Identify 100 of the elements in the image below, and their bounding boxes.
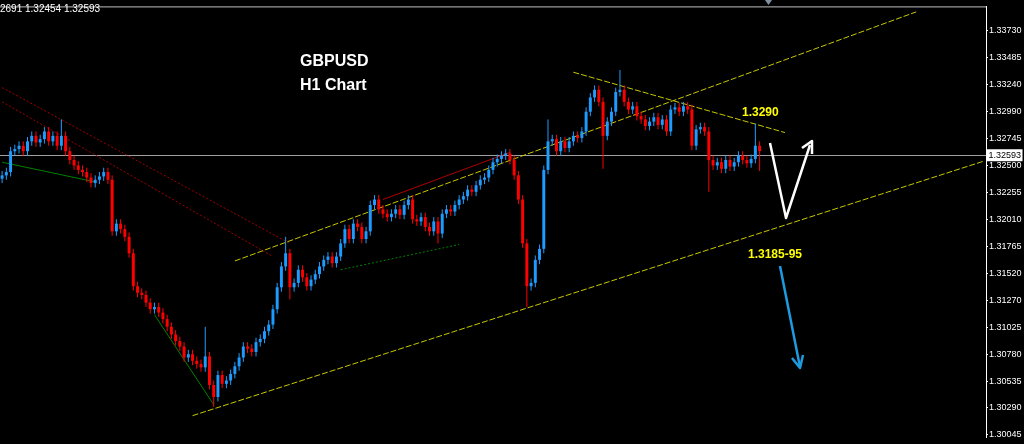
candlestick <box>254 337 258 357</box>
candlestick <box>622 84 626 107</box>
candlestick <box>292 278 296 293</box>
candlestick <box>758 140 762 172</box>
candlestick <box>694 124 698 151</box>
candlestick <box>241 341 245 363</box>
candlestick <box>749 154 753 169</box>
candlestick <box>538 243 542 265</box>
y-tick-label: 1.32990 <box>989 106 1022 117</box>
candlestick <box>411 194 415 225</box>
y-tick-label: 1.33730 <box>989 25 1022 36</box>
y-tick-label: 1.30045 <box>989 429 1022 440</box>
candlestick <box>580 126 584 143</box>
candlestick <box>216 370 220 402</box>
annotation: 1.3290 <box>742 104 780 119</box>
candlestick <box>584 106 588 137</box>
candlestick <box>728 155 732 172</box>
candlestick <box>182 341 186 363</box>
candlestick <box>563 136 567 153</box>
y-tick-label: 1.30290 <box>989 402 1022 413</box>
candlestick <box>402 200 406 220</box>
candlestick <box>326 251 330 265</box>
candlestick <box>512 155 516 181</box>
candlestick <box>753 123 757 164</box>
text: H1 Chart <box>300 76 368 93</box>
candlestick <box>106 167 110 185</box>
candlestick <box>127 231 131 259</box>
candlestick <box>309 274 313 292</box>
candlestick <box>17 140 21 154</box>
candlestick <box>639 111 643 125</box>
candlestick <box>453 200 457 217</box>
candlestick <box>237 352 241 372</box>
candlestick <box>529 278 533 292</box>
candlestick <box>26 136 29 157</box>
candlestick <box>47 126 51 147</box>
candlestick <box>457 194 461 210</box>
candlestick <box>656 112 660 130</box>
candlestick <box>0 170 4 184</box>
candlestick <box>279 261 283 293</box>
candlestick <box>64 130 68 157</box>
candlestick <box>203 326 207 373</box>
candlestick <box>360 222 364 244</box>
candlestick <box>398 204 402 220</box>
candlestick <box>440 208 444 239</box>
y-tick-label: 1.31270 <box>989 294 1022 305</box>
candlestick <box>508 148 512 165</box>
y-tick-label: 1.32745 <box>989 133 1022 144</box>
candlestick <box>9 146 13 177</box>
y-tick-label: 1.30780 <box>989 348 1022 359</box>
candlestick <box>605 116 609 141</box>
candlestick <box>296 264 300 288</box>
text: GBPUSD <box>300 52 369 69</box>
candlestick <box>178 336 182 352</box>
candlestick <box>588 92 592 117</box>
y-tick-label: 1.32255 <box>989 186 1022 197</box>
candlestick <box>212 380 216 408</box>
candlestick <box>745 155 749 169</box>
y-tick-label: 1.33485 <box>989 51 1022 62</box>
candlestick <box>673 102 677 115</box>
y-tick-label: 1.31520 <box>989 267 1022 278</box>
candlestick <box>284 236 288 272</box>
y-tick-label: 1.31025 <box>989 321 1022 332</box>
candlestick <box>423 212 427 232</box>
candlestick <box>364 226 368 244</box>
candlestick <box>34 130 38 148</box>
candlestick <box>339 238 343 262</box>
candlestick <box>72 155 76 171</box>
candlestick <box>419 212 423 227</box>
candlestick <box>347 224 351 244</box>
annotation: 2691 1.32454 1.32593 <box>0 3 101 14</box>
candlestick <box>275 282 279 315</box>
candlestick <box>351 218 355 244</box>
candlestick <box>614 87 618 117</box>
ref-line-label: 1.32593 <box>988 149 1022 160</box>
candlestick <box>271 304 275 330</box>
candlestick <box>559 136 563 157</box>
candlestick <box>161 307 165 324</box>
y-tick-label: 1.32500 <box>989 159 1022 170</box>
y-tick-label: 1.30535 <box>989 375 1022 386</box>
candlestick <box>665 114 668 137</box>
candlestick <box>533 254 537 288</box>
candlestick <box>555 134 558 157</box>
y-tick-label: 1.32010 <box>989 213 1022 224</box>
candlestick <box>59 118 63 151</box>
candlestick <box>343 224 347 249</box>
candlestick <box>711 155 715 171</box>
candlestick <box>233 361 237 379</box>
candlestick <box>597 84 601 107</box>
y-tick-label: 1.33240 <box>989 78 1022 89</box>
candlestick <box>635 101 639 122</box>
candlestick <box>669 104 673 137</box>
candlestick <box>381 204 385 219</box>
candlestick <box>610 106 613 127</box>
candlestick <box>377 194 381 215</box>
candlestick <box>51 130 55 147</box>
candlestick <box>432 216 436 237</box>
candlestick <box>55 130 59 151</box>
candlestick <box>474 180 478 197</box>
y-tick-label: 1.31765 <box>989 240 1022 251</box>
annotation: 1.3185-95 <box>748 247 803 261</box>
